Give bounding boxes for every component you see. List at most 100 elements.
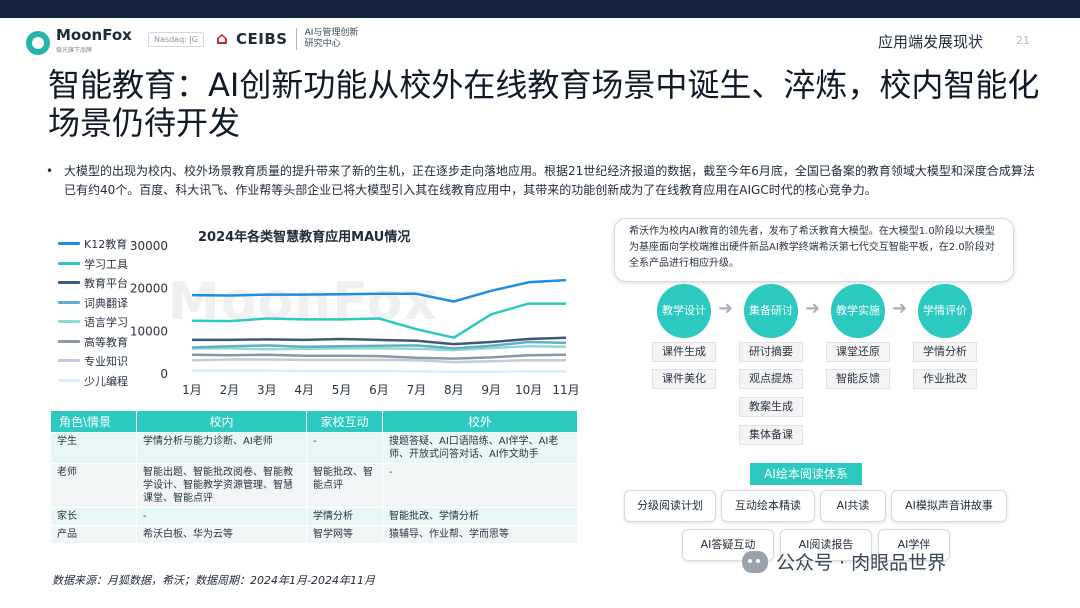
reading-item: AI学伴: [878, 529, 950, 561]
nasdaq-badge: Nasdaq: JG: [148, 32, 204, 47]
table-cell: 智能出题、智能批改阅卷、智能教学设计、智能教学资源管理、智慧课堂、智能点评: [136, 463, 307, 508]
table-cell: 产品: [50, 525, 137, 544]
legend-label: 教育平台: [84, 277, 128, 290]
table-cell: 学情分析与能力诊断、AI老师: [136, 432, 307, 464]
table-cell: 智能批改、学情分析: [382, 507, 578, 526]
reading-system-title: AI绘本阅读体系: [750, 463, 862, 485]
feature-tag: 观点提炼: [739, 369, 803, 389]
x-tick-label: 11月: [552, 383, 579, 397]
x-tick-label: 10月: [515, 383, 542, 397]
flow-arrow-icon: ➜: [892, 298, 908, 319]
intro-text: 大模型的出现为校内、校外场景教育质量的提升带来了新的生机，正在逐步走向落地应用。…: [64, 164, 1035, 197]
x-tick-label: 5月: [332, 383, 352, 397]
moonfox-logo: MoonFox 极光旗下品牌: [26, 28, 132, 58]
legend-swatch: [58, 261, 80, 265]
feature-tag: 研讨摘要: [739, 342, 803, 362]
legend-swatch: [58, 378, 80, 382]
page-number: 21: [1016, 34, 1030, 47]
reading-item: AI共读: [820, 490, 886, 522]
legend-label: 少儿编程: [84, 374, 128, 388]
reading-item: 互动绘本精读: [721, 490, 815, 522]
feature-tag: 课堂还原: [826, 342, 890, 362]
x-tick-label: 7月: [407, 383, 427, 397]
legend-item: 高等教育: [58, 334, 188, 349]
ceibs-emblem-icon: ⌂: [215, 29, 229, 49]
series-line: [191, 278, 567, 303]
flow-step-evaluate: 学情评价: [918, 284, 972, 338]
flow-arrow-icon: ➜: [805, 298, 821, 319]
legend-label: 学习工具: [84, 257, 128, 271]
table-cell: 智学网等: [306, 525, 383, 544]
table-cell: 学生: [50, 432, 137, 464]
legend-label: 专业知识: [84, 355, 128, 368]
x-tick-label: 9月: [481, 383, 501, 397]
y-tick-label: 30000: [130, 239, 168, 253]
ceibs-name: CEIBS: [236, 30, 288, 48]
x-tick-label: 2月: [220, 383, 240, 397]
table-cell: 老师: [50, 463, 137, 508]
wechat-account-name: 公众号 · 肉眼品世界: [776, 552, 947, 574]
legend-item: 教育平台: [58, 275, 188, 290]
reading-item: AI阅读报告: [780, 529, 872, 561]
table-cell: -: [136, 507, 307, 526]
legend-label: 语言学习: [84, 316, 128, 329]
legend-swatch: [58, 339, 80, 343]
table-row: 产品 希沃白板、华为云等 智学网等 猿辅导、作业帮、学而思等: [50, 525, 578, 544]
legend-item: 语言学习: [58, 314, 188, 329]
series-line: [191, 302, 566, 339]
table-cell: -: [382, 463, 578, 508]
x-tick-label: 3月: [257, 383, 277, 397]
chart-title: 2024年各类智慧教育应用MAU情况: [198, 230, 411, 245]
y-tick-label: 10000: [130, 324, 168, 338]
header: MoonFox 极光旗下品牌 Nasdaq: JG ⌂ CEIBS AI与管理创…: [0, 18, 1080, 62]
brand-name: MoonFox: [56, 26, 132, 44]
legend-swatch: [58, 320, 80, 323]
table-cell: -: [306, 432, 383, 464]
series-line: [192, 345, 567, 352]
legend-label: K12教育: [84, 238, 128, 251]
data-source-note: 数据来源：月狐数据，希沃；数据周期：2024年1月-2024年11月: [52, 574, 375, 587]
table-cell: 搜题答疑、AI口语陪练、AI伴学、AI老师、开放式问答对话、AI作文助手: [382, 432, 578, 464]
flow-arrow-icon: ➜: [718, 298, 734, 319]
wechat-icon: [742, 550, 768, 573]
feature-tag: 智能反馈: [826, 369, 890, 389]
legend-label: 词典翻译: [84, 296, 128, 310]
reading-item: AI模拟声音讲故事: [891, 490, 1007, 522]
table-header-role: 角色\情景: [50, 410, 137, 433]
legend-label: 高等教育: [84, 335, 128, 349]
y-tick-label: 20000: [130, 282, 168, 296]
intro-paragraph: • 大模型的出现为校内、校外场景教育质量的提升带来了新的生机，正在逐步走向落地应…: [46, 162, 1036, 200]
ceibs-center-name: AI与管理创新 研究中心: [295, 28, 358, 50]
table-header-row: 角色\情景 校内 家校互动 校外: [50, 410, 578, 433]
moonfox-logo-icon: [26, 31, 50, 55]
feature-tag: 作业批改: [913, 369, 977, 389]
table-cell: 家长: [50, 507, 137, 526]
series-line: [191, 340, 567, 350]
flow-step-design: 教学设计: [657, 284, 711, 338]
legend-swatch: [58, 242, 80, 245]
wechat-account: 公众号 · 肉眼品世界: [742, 548, 946, 575]
series-line: [191, 353, 567, 360]
series-line: [192, 336, 567, 346]
table-cell: 智能批改、智能点评: [306, 463, 383, 508]
seewo-note: 希沃作为校内AI教育的领先者，发布了希沃教育大模型。在大模型1.0阶段以大模型为…: [614, 218, 1014, 282]
table-row: 家长 - 学情分析 智能批改、学情分析: [50, 507, 578, 526]
x-tick-label: 8月: [444, 383, 464, 397]
legend-item: 少儿编程: [58, 373, 188, 388]
brand-sub: 极光旗下品牌: [56, 47, 93, 54]
table-header-outside: 校外: [382, 410, 578, 433]
legend-swatch: [58, 281, 80, 284]
legend-item: K12教育: [58, 236, 188, 251]
x-tick-label: 1月: [182, 383, 202, 397]
feature-tag: 教案生成: [739, 397, 803, 417]
y-tick-label: 0: [160, 367, 168, 381]
feature-tag: 学情分析: [913, 342, 977, 362]
feature-tag: 集体备课: [739, 425, 803, 445]
table-row: 学生 学情分析与能力诊断、AI老师 - 搜题答疑、AI口语陪练、AI伴学、AI老…: [50, 432, 578, 464]
legend-item: 学习工具: [58, 256, 188, 271]
table-cell: 学情分析: [306, 507, 383, 526]
ceibs-logo: ⌂ CEIBS AI与管理创新 研究中心: [212, 28, 358, 50]
mau-line-chart: 0 10000 20000 30000 1月 2月 3月 4月 5月 6月 7月 8月 9月 10月 11月: [130, 239, 580, 397]
feature-tag: 课件生成: [652, 342, 716, 362]
table-cell: 猿辅导、作业帮、学而思等: [382, 525, 578, 544]
